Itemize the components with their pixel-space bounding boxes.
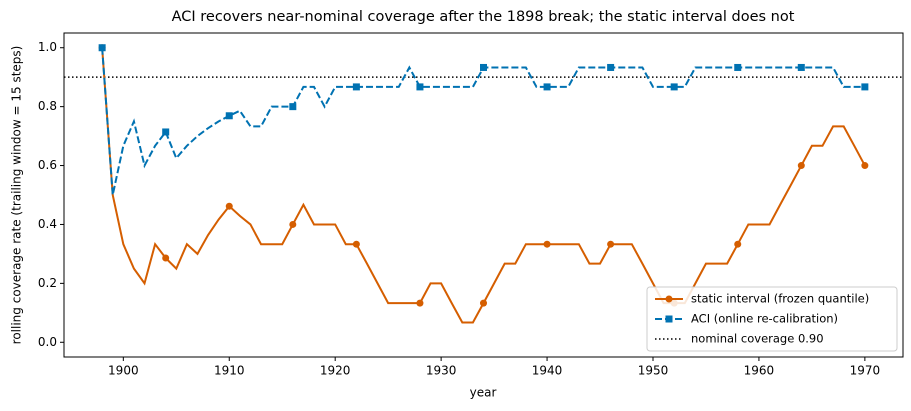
y-tick-label: 0.0 bbox=[38, 335, 57, 349]
x-tick-label: 1940 bbox=[532, 364, 563, 378]
marker bbox=[797, 63, 805, 71]
series-line bbox=[101, 47, 866, 324]
x-tick-label: 1950 bbox=[638, 364, 669, 378]
legend-label: nominal coverage 0.90 bbox=[691, 332, 824, 346]
legend-label: static interval (frozen quantile) bbox=[691, 292, 869, 306]
marker bbox=[797, 162, 805, 170]
marker bbox=[162, 254, 170, 262]
x-tick-label: 1930 bbox=[426, 364, 457, 378]
marker bbox=[734, 63, 742, 71]
x-tick-label: 1900 bbox=[108, 364, 139, 378]
marker bbox=[607, 63, 615, 71]
x-tick-label: 1920 bbox=[320, 364, 351, 378]
marker bbox=[543, 240, 551, 248]
y-tick-label: 0.6 bbox=[38, 158, 57, 172]
marker bbox=[416, 299, 424, 307]
y-tick-label: 0.2 bbox=[38, 276, 57, 290]
plot-frame bbox=[63, 32, 904, 358]
y-tick-label: 1.0 bbox=[38, 40, 57, 54]
marker bbox=[670, 83, 678, 91]
y-tick-label: 0.8 bbox=[38, 99, 57, 113]
x-tick-label: 1960 bbox=[744, 364, 775, 378]
marker bbox=[416, 83, 424, 91]
marker bbox=[861, 83, 869, 91]
marker bbox=[225, 202, 233, 210]
legend: static interval (frozen quantile) ACI (on… bbox=[646, 286, 898, 352]
x-axis-label: year bbox=[470, 386, 497, 400]
legend-label: ACI (online re-calibration) bbox=[691, 312, 838, 326]
marker bbox=[225, 112, 233, 120]
marker bbox=[480, 63, 487, 71]
marker bbox=[352, 83, 360, 91]
marker bbox=[98, 44, 106, 52]
marker bbox=[607, 240, 615, 248]
marker bbox=[352, 240, 360, 248]
marker bbox=[480, 299, 487, 307]
y-axis-label: rolling coverage rate (trailing window =… bbox=[10, 46, 24, 345]
marker bbox=[289, 103, 297, 111]
marker bbox=[543, 83, 551, 91]
marker bbox=[289, 220, 297, 228]
legend-box bbox=[646, 286, 898, 352]
chart-title: ACI recovers near-nominal coverage after… bbox=[172, 9, 795, 25]
marker bbox=[162, 128, 170, 136]
legend-marker bbox=[665, 315, 673, 323]
x-tick-label: 1910 bbox=[214, 364, 245, 378]
marker bbox=[734, 240, 742, 248]
y-tick-label: 0.4 bbox=[38, 217, 57, 231]
x-tick-label: 1970 bbox=[850, 364, 881, 378]
legend-marker bbox=[665, 295, 673, 303]
marker bbox=[861, 162, 869, 170]
